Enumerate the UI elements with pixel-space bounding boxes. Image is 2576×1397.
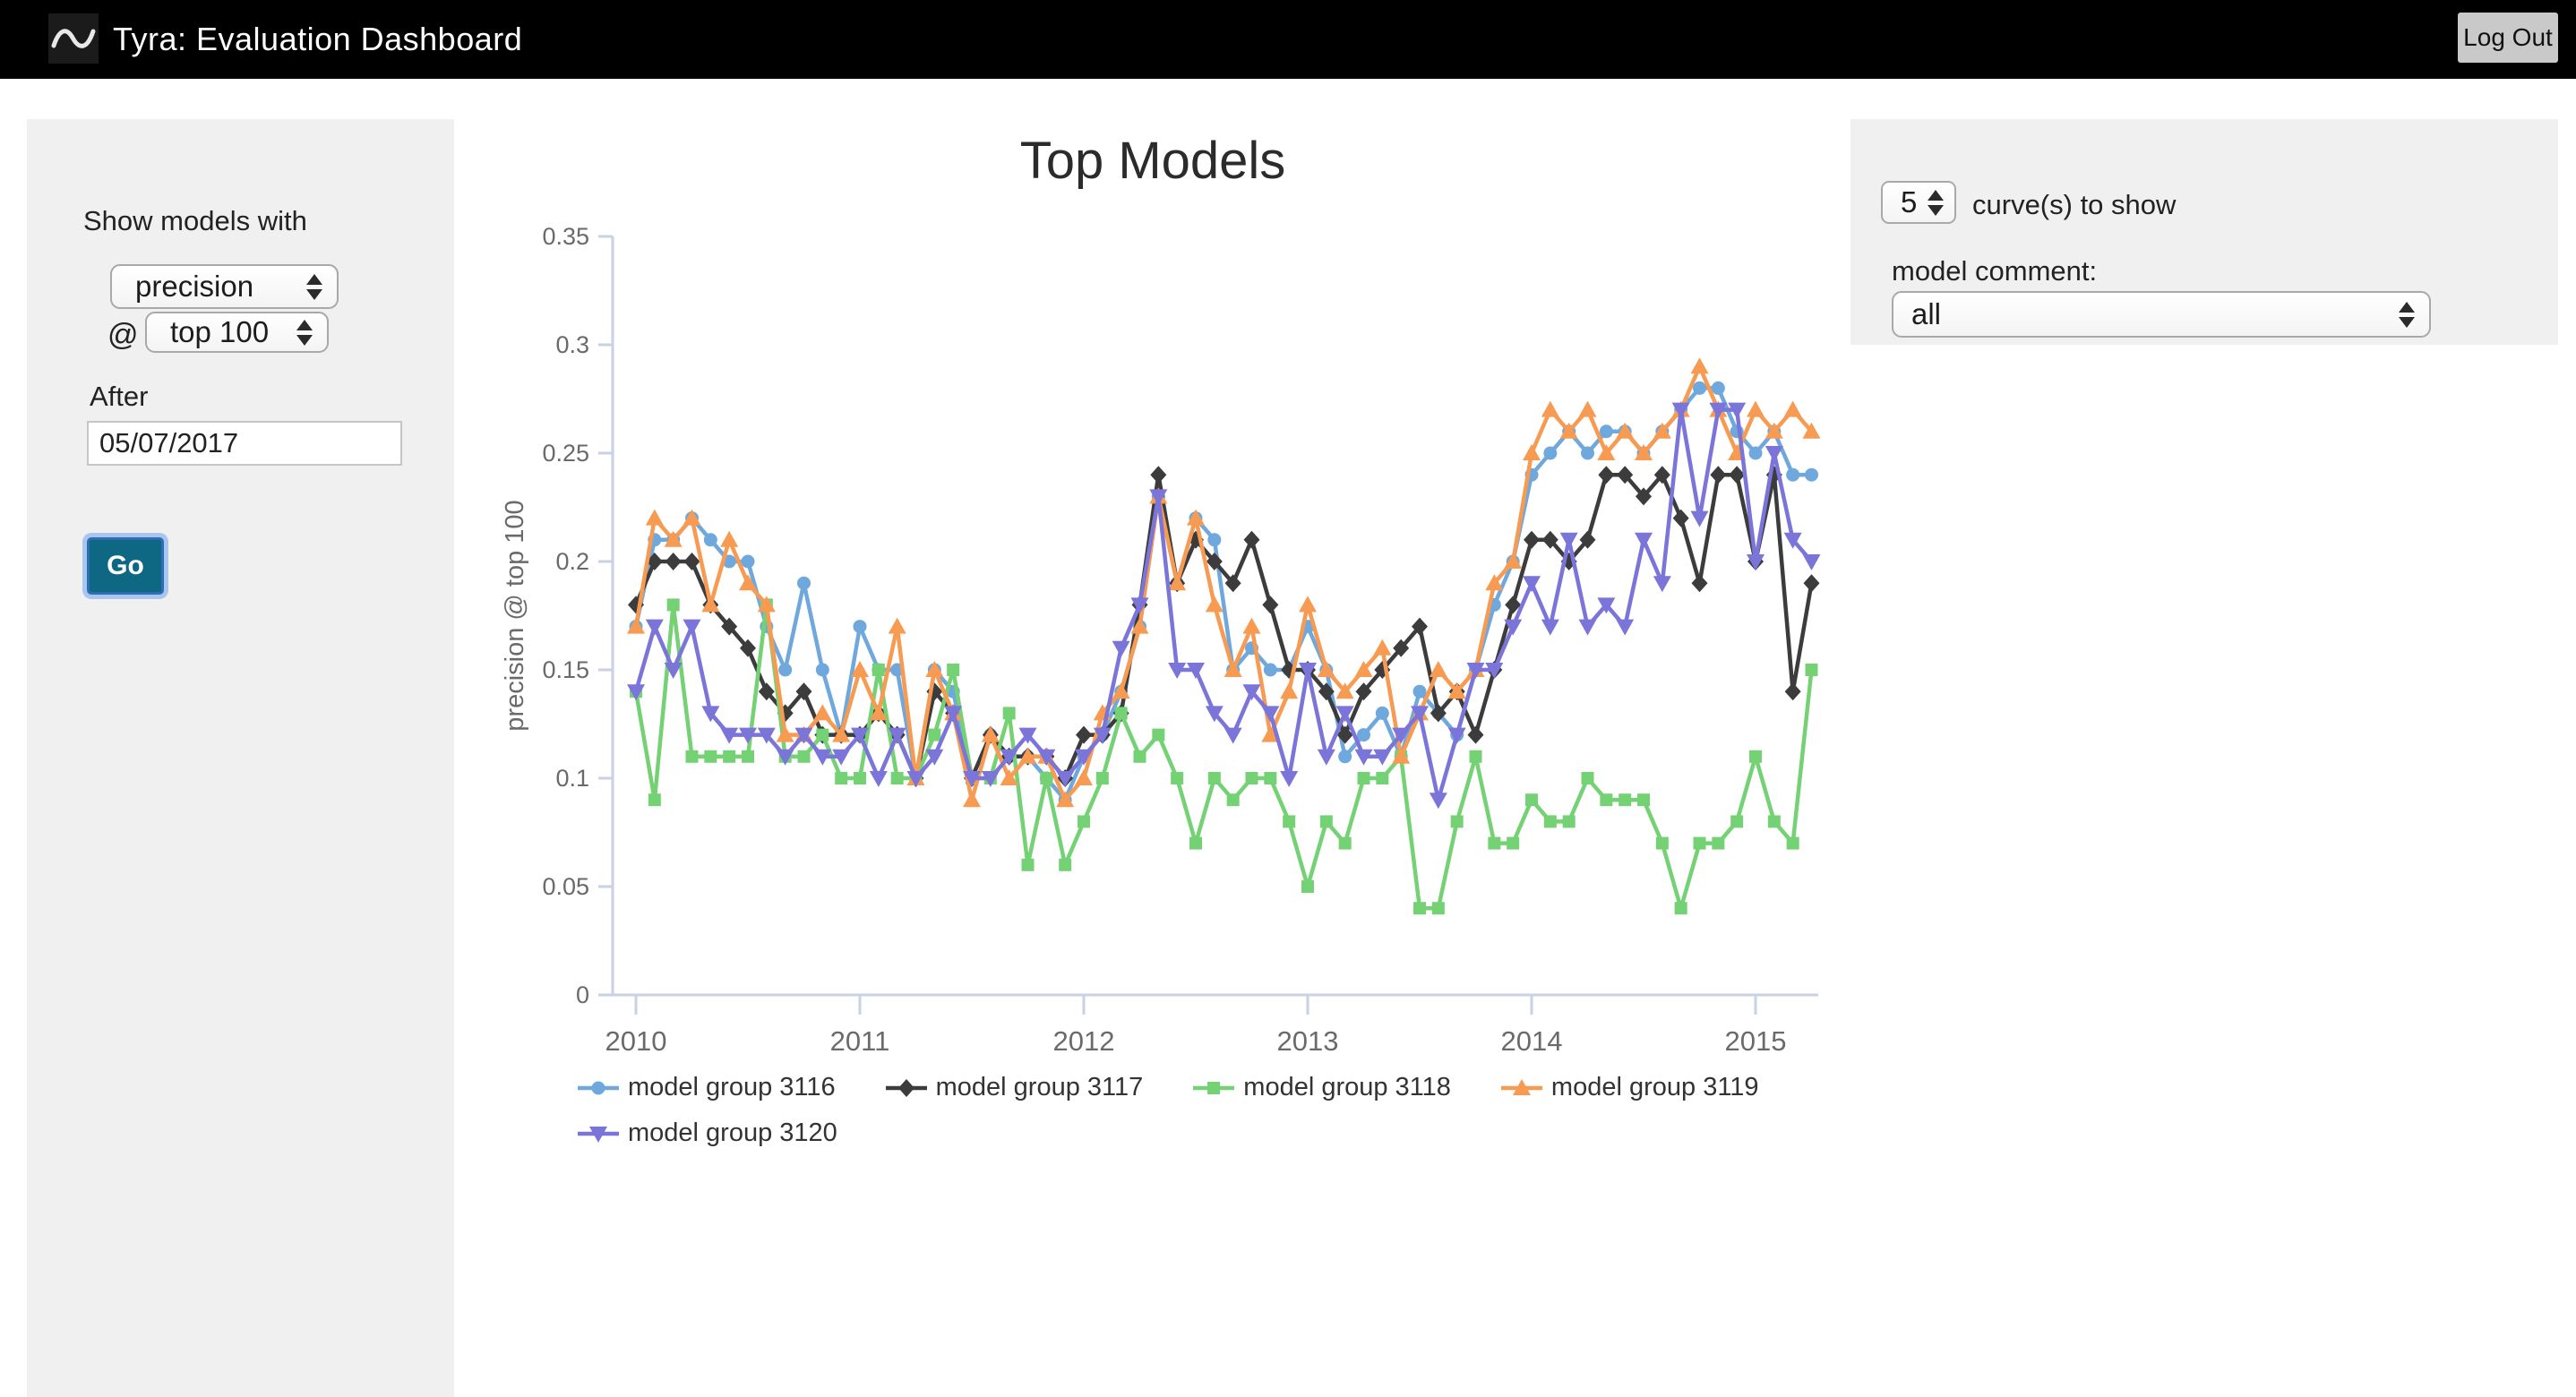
logout-button[interactable]: Log Out [2458,13,2558,63]
metric-select[interactable]: precision [110,264,339,309]
chart-legend: model group 3116 model group 3117 model gr… [578,1073,1859,1148]
after-date-input[interactable] [87,421,402,466]
threshold-select[interactable]: top 100 [145,312,329,353]
legend-item: model group 3119 [1500,1073,1759,1102]
curves-count-select[interactable]: 5 [1881,181,1956,224]
svg-text:precision @ top 100: precision @ top 100 [501,500,529,731]
select-arrows-icon [306,273,322,300]
at-symbol: @ [107,318,139,352]
svg-text:0: 0 [576,981,589,1008]
filter-sidebar: Show models with precision @ top 100 Aft… [27,119,454,1397]
svg-text:2012: 2012 [1053,1025,1115,1057]
svg-text:0.15: 0.15 [542,656,589,683]
select-arrows-icon [296,319,313,346]
curves-to-show-label: curve(s) to show [1972,189,2177,220]
curves-count-value: 5 [1901,185,1918,219]
go-button[interactable]: Go [87,537,164,595]
svg-text:2010: 2010 [605,1025,667,1057]
svg-text:2014: 2014 [1501,1025,1563,1057]
after-label: After [90,381,149,412]
legend-label: model group 3118 [1243,1073,1451,1101]
select-arrows-icon [2399,301,2415,328]
svg-text:0.1: 0.1 [555,765,589,792]
model-comment-label: model comment: [1892,255,2098,287]
legend-label: model group 3120 [628,1118,837,1147]
threshold-select-value: top 100 [170,315,270,348]
metric-select-value: precision [135,270,254,303]
select-arrows-icon [1928,189,1944,216]
legend-label: model group 3116 [628,1073,836,1101]
page-title: Tyra: Evaluation Dashboard [113,21,523,57]
svg-text:0.35: 0.35 [542,223,589,250]
legend-marker-icon [1500,1078,1542,1095]
chart-plot: 0 0.05 0.1 0.15 0.2 0.25 0.3 0.35 2010 2011 2012 20… [501,223,1821,1057]
legend-item: model group 3116 [578,1073,836,1102]
svg-text:0.3: 0.3 [555,331,589,358]
sine-wave-icon [51,29,96,48]
model-comment-value: all [1911,297,1942,330]
model-comment-select[interactable]: all [1892,291,2431,338]
legend-marker-icon [1193,1081,1235,1094]
legend-marker-icon [578,1081,619,1094]
app-logo [48,13,99,64]
show-models-heading: Show models with [83,205,307,236]
svg-text:0.25: 0.25 [542,440,589,467]
legend-marker-icon [578,1126,619,1143]
svg-text:0.05: 0.05 [542,873,589,900]
svg-text:2013: 2013 [1277,1025,1339,1057]
legend-item: model group 3117 [885,1073,1144,1102]
svg-text:2015: 2015 [1725,1025,1787,1057]
svg-text:2011: 2011 [830,1025,890,1057]
legend-label: model group 3119 [1550,1073,1759,1101]
curve-controls-panel: 5 curve(s) to show model comment: all [1850,119,2558,345]
legend-item: model group 3118 [1193,1073,1451,1102]
legend-item: model group 3120 [578,1118,837,1148]
top-bar: Tyra: Evaluation Dashboard Log Out [0,0,2576,79]
legend-marker-icon [885,1078,927,1097]
chart-title: Top Models [1019,132,1286,190]
legend-label: model group 3117 [935,1073,1144,1101]
svg-text:0.2: 0.2 [555,548,589,575]
